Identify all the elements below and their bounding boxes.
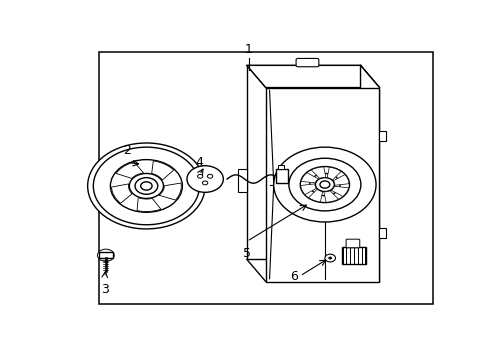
Circle shape: [97, 249, 114, 261]
Polygon shape: [116, 162, 143, 179]
Polygon shape: [151, 161, 173, 180]
Circle shape: [93, 147, 199, 225]
Circle shape: [186, 166, 223, 192]
FancyBboxPatch shape: [346, 239, 359, 248]
Circle shape: [309, 174, 339, 195]
Circle shape: [319, 181, 329, 188]
Bar: [276, 169, 287, 183]
Polygon shape: [159, 183, 181, 200]
Text: 1: 1: [244, 43, 252, 56]
Circle shape: [197, 174, 203, 178]
Text: 2: 2: [123, 144, 131, 157]
Polygon shape: [360, 66, 379, 282]
Circle shape: [300, 167, 349, 203]
Circle shape: [288, 158, 360, 211]
Polygon shape: [246, 66, 379, 87]
Bar: [265, 87, 379, 282]
Circle shape: [129, 174, 163, 198]
Polygon shape: [308, 189, 322, 202]
Polygon shape: [137, 198, 161, 211]
Polygon shape: [333, 175, 348, 185]
Polygon shape: [301, 173, 318, 183]
Text: 3: 3: [101, 283, 108, 296]
Polygon shape: [330, 186, 348, 197]
FancyBboxPatch shape: [296, 58, 318, 67]
Circle shape: [87, 143, 205, 229]
Circle shape: [141, 182, 152, 190]
Text: 5: 5: [243, 247, 250, 260]
Circle shape: [202, 181, 207, 185]
Circle shape: [324, 254, 335, 262]
Bar: [99, 252, 113, 258]
Polygon shape: [311, 167, 325, 178]
Bar: [379, 228, 386, 238]
Text: 6: 6: [289, 270, 297, 283]
Polygon shape: [323, 191, 338, 202]
Polygon shape: [111, 184, 132, 203]
Circle shape: [273, 147, 375, 222]
Bar: [99, 51, 432, 304]
Polygon shape: [326, 167, 341, 180]
Circle shape: [328, 257, 331, 259]
Bar: [379, 131, 386, 141]
Circle shape: [110, 159, 182, 212]
Circle shape: [135, 177, 158, 194]
Circle shape: [315, 177, 334, 192]
Bar: [278, 165, 284, 169]
Circle shape: [207, 174, 212, 178]
Text: 4: 4: [195, 156, 203, 169]
Bar: [341, 247, 366, 264]
Bar: [246, 66, 360, 260]
FancyBboxPatch shape: [238, 169, 246, 192]
Polygon shape: [300, 184, 316, 194]
